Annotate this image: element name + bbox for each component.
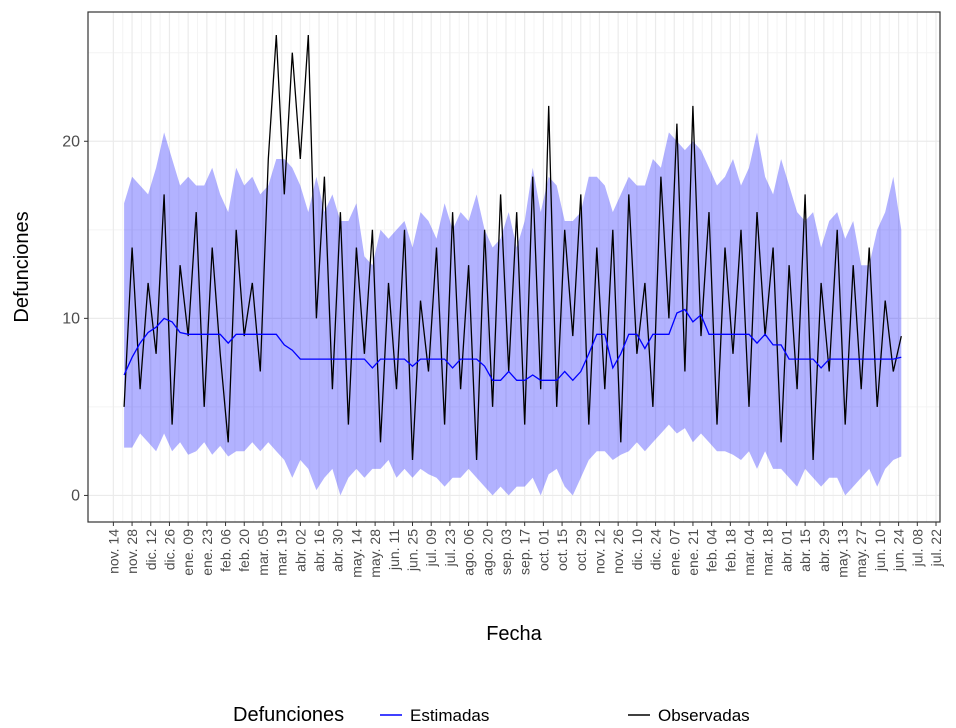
x-tick-label: abr. 16: [311, 529, 327, 572]
x-tick-label: feb. 06: [218, 529, 234, 572]
x-tick-label: ene. 09: [180, 529, 196, 576]
x-tick-label: oct. 15: [554, 529, 570, 571]
x-tick-label: may. 13: [835, 529, 851, 578]
x-tick-label: ene. 23: [199, 529, 215, 576]
x-tick-label: jul. 08: [909, 529, 925, 568]
x-tick-label: mar. 04: [741, 529, 757, 576]
x-tick-label: jun. 11: [386, 529, 402, 571]
y-tick-label: 20: [62, 133, 80, 150]
x-tick-label: jul. 09: [423, 529, 439, 568]
legend-title: Defunciones: [233, 704, 344, 726]
x-tick-label: ene. 07: [666, 529, 682, 576]
x-tick-label: nov. 28: [124, 529, 140, 574]
x-tick-label: ago. 06: [461, 529, 477, 576]
x-tick-label: nov. 26: [610, 529, 626, 574]
plot-border: [87, 11, 941, 523]
x-tick-label: nov. 14: [105, 529, 121, 574]
y-axis-title: Defunciones: [11, 211, 33, 322]
x-tick-label: feb. 18: [722, 529, 738, 572]
x-tick-label: mar. 19: [274, 529, 290, 576]
x-tick-label: jun. 10: [872, 529, 888, 572]
x-tick-label: dic. 12: [143, 529, 159, 570]
x-axis-title: Fecha: [486, 623, 542, 645]
x-tick-label: abr. 30: [330, 529, 346, 572]
legend-label: Estimadas: [410, 706, 489, 725]
x-tick-label: abr. 01: [778, 529, 794, 572]
x-tick-label: may. 14: [348, 529, 364, 578]
x-tick-label: sep. 17: [517, 529, 533, 575]
x-tick-label: mar. 18: [760, 529, 776, 576]
confidence-band: [124, 132, 902, 496]
legend-label: Observadas: [658, 706, 750, 725]
x-tick-label: jul. 22: [928, 529, 944, 568]
y-tick-label: 10: [62, 310, 80, 327]
x-tick-label: dic. 10: [629, 529, 645, 570]
x-tick-label: jul. 23: [442, 529, 458, 568]
x-tick-label: oct. 29: [573, 529, 589, 571]
y-tick-label: 0: [71, 487, 80, 504]
x-tick-label: sep. 03: [498, 529, 514, 575]
x-tick-label: may. 27: [853, 529, 869, 578]
x-tick-label: dic. 24: [648, 529, 664, 570]
x-tick-label: feb. 20: [236, 529, 252, 572]
x-tick-label: jun. 24: [891, 529, 907, 572]
x-tick-label: abr. 15: [797, 529, 813, 572]
x-tick-label: feb. 04: [704, 529, 720, 572]
x-tick-label: dic. 26: [161, 529, 177, 570]
x-tick-label: nov. 12: [591, 529, 607, 574]
x-tick-label: ago. 20: [479, 529, 495, 576]
x-tick-label: abr. 02: [292, 529, 308, 572]
data-line: [123, 308, 902, 382]
x-tick-label: ene. 21: [685, 529, 701, 576]
x-tick-label: jun. 25: [405, 529, 421, 572]
data-line: [123, 34, 902, 461]
x-tick-label: may. 28: [367, 529, 383, 578]
x-tick-label: abr. 29: [816, 529, 832, 572]
x-tick-label: oct. 01: [535, 529, 551, 571]
x-tick-label: mar. 05: [255, 529, 271, 576]
